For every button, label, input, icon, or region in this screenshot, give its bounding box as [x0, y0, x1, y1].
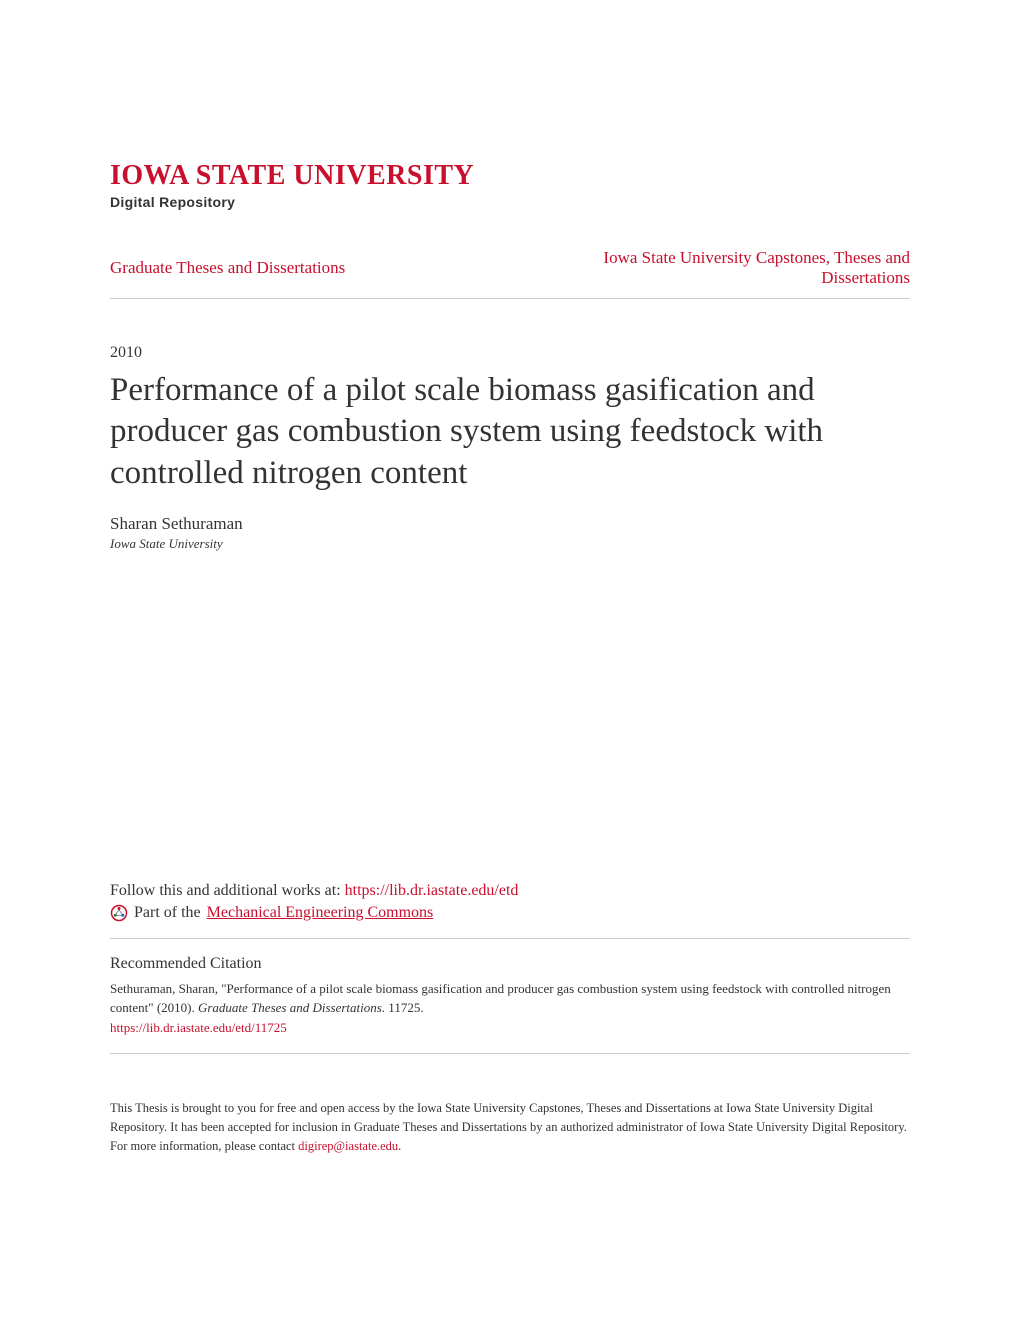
divider-bottom [110, 1053, 910, 1054]
part-of-prefix: Part of the [134, 904, 201, 922]
commons-link[interactable]: Mechanical Engineering Commons [207, 904, 434, 922]
header-links-bar: Graduate Theses and Dissertations Iowa S… [110, 238, 910, 299]
repository-label: Digital Repository [110, 194, 910, 210]
follow-section: Follow this and additional works at: htt… [110, 882, 910, 922]
follow-line: Follow this and additional works at: htt… [110, 882, 910, 900]
publication-year: 2010 [110, 344, 910, 362]
author-name: Sharan Sethuraman [110, 514, 910, 534]
paper-title: Performance of a pilot scale biomass gas… [110, 370, 910, 494]
collection-link-right[interactable]: Iowa State University Capstones, Theses … [530, 248, 910, 288]
footer-text-part1: This Thesis is brought to you for free a… [110, 1101, 907, 1153]
footer-disclaimer: This Thesis is brought to you for free a… [110, 1099, 910, 1155]
author-affiliation: Iowa State University [110, 536, 910, 552]
network-icon [110, 904, 128, 922]
citation-link[interactable]: https://lib.dr.iastate.edu/etd/11725 [110, 1020, 287, 1035]
logo-section: IOWA STATE UNIVERSITY Digital Repository [110, 160, 910, 210]
footer-email-link[interactable]: digirep@iastate.edu [298, 1139, 398, 1153]
collection-link-left[interactable]: Graduate Theses and Dissertations [110, 258, 345, 278]
footer-text-part2: . [398, 1139, 401, 1153]
follow-prefix: Follow this and additional works at: [110, 882, 345, 899]
citation-italic: Graduate Theses and Dissertations [198, 1000, 382, 1015]
divider-top [110, 938, 910, 939]
follow-url-link[interactable]: https://lib.dr.iastate.edu/etd [345, 882, 519, 899]
citation-part2: . 11725. [382, 1000, 424, 1015]
university-name: IOWA STATE UNIVERSITY [110, 160, 910, 192]
citation-heading: Recommended Citation [110, 955, 910, 973]
citation-body: Sethuraman, Sharan, "Performance of a pi… [110, 979, 910, 1038]
part-of-line: Part of the Mechanical Engineering Commo… [110, 904, 910, 922]
